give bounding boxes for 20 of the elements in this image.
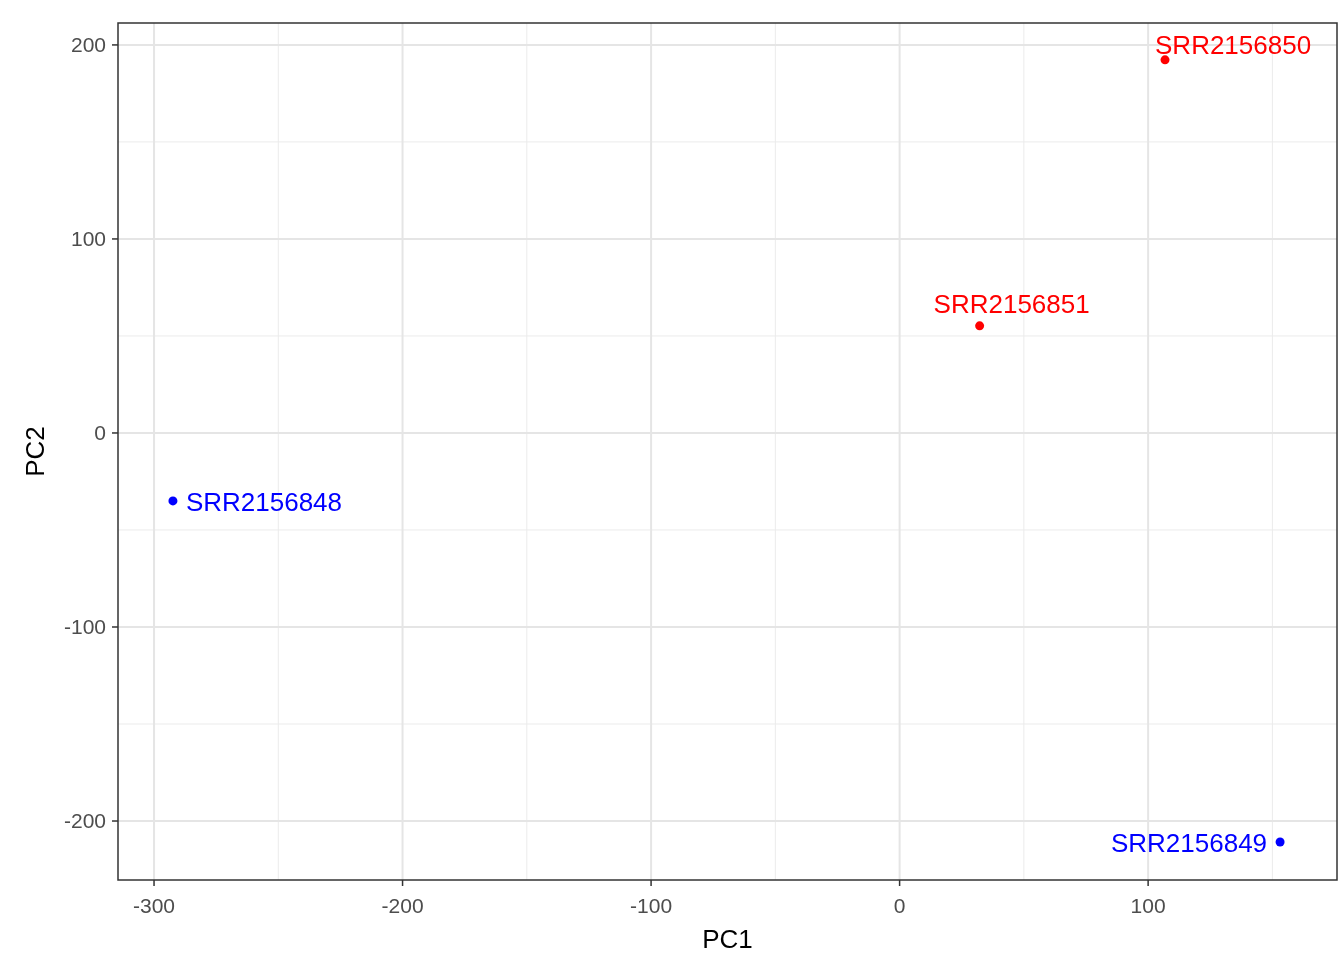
- x-tick-label: -200: [381, 894, 424, 917]
- y-tick-label: -200: [63, 809, 106, 833]
- x-tick-label: 100: [1130, 894, 1166, 917]
- x-tick-label: -100: [630, 894, 673, 917]
- point: [1275, 837, 1285, 847]
- point: [168, 496, 178, 506]
- y-tick-label: 200: [70, 32, 106, 56]
- point: [1160, 55, 1170, 65]
- x-axis-title: PC1: [702, 924, 753, 954]
- series-label: SRR2156848: [185, 486, 343, 517]
- series-label: SRR2156851: [933, 288, 1090, 319]
- y-tick-label: 0: [94, 420, 106, 444]
- y-tick-label: -100: [63, 614, 106, 638]
- series-label: SRR2156849: [1110, 827, 1268, 858]
- point: [975, 321, 985, 331]
- x-tick-label: -300: [133, 894, 176, 917]
- y-axis-title: PC2: [20, 426, 50, 477]
- series-label: SRR2156850: [1155, 29, 1312, 60]
- y-tick-label: 100: [70, 226, 106, 250]
- x-tick-label: 0: [893, 894, 906, 917]
